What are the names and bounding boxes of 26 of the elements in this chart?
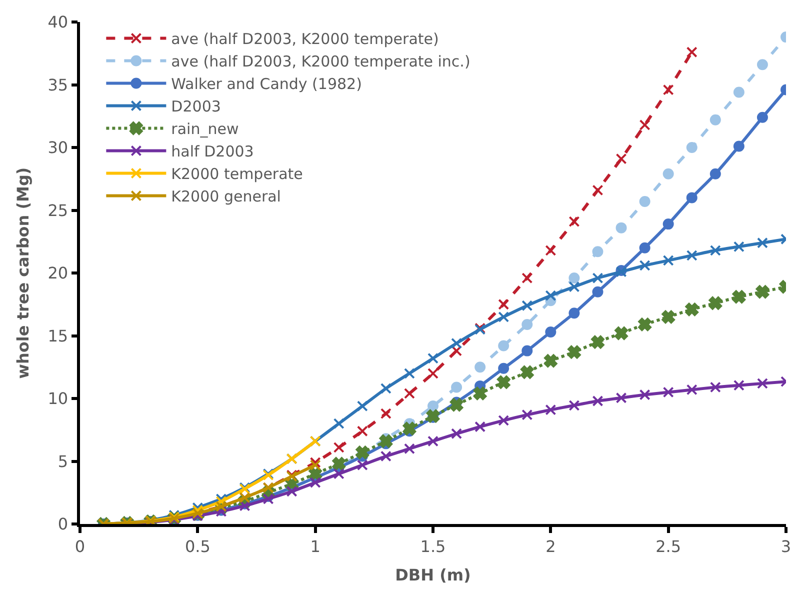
legend-label: D2003 — [171, 98, 221, 116]
x-tick-label: 3 — [780, 536, 792, 556]
legend-label: K2000 temperate — [171, 165, 303, 184]
x-tick-label: 2.5 — [656, 536, 682, 556]
legend-label: ave (half D2003, K2000 temperate) — [171, 30, 439, 48]
x-tick-label: 2 — [546, 536, 556, 556]
y-axis-title: whole tree carbon (Mg) — [14, 167, 33, 379]
y-tick-label: 0 — [58, 514, 68, 534]
y-tick-label: 40 — [48, 12, 68, 32]
y-tick-label: 5 — [58, 452, 68, 471]
y-tick-label: 15 — [48, 326, 68, 346]
x-tick-label: 0 — [74, 536, 86, 556]
x-tick-label: 1.5 — [420, 536, 446, 556]
x-tick-label: 1 — [310, 536, 320, 556]
y-tick-label: 20 — [48, 264, 68, 283]
y-tick-label: 25 — [48, 200, 68, 220]
legend-label: K2000 general — [171, 188, 281, 206]
legend-label: half D2003 — [171, 142, 254, 161]
y-tick-label: 10 — [48, 389, 68, 408]
x-tick-label: 0.5 — [184, 536, 210, 556]
legend-label: rain_new — [171, 120, 239, 138]
legend-label: ave (half D2003, K2000 temperate inc.) — [171, 52, 470, 71]
y-tick-label: 35 — [48, 75, 68, 94]
x-axis-title: DBH (m) — [395, 566, 471, 585]
legend-label: Walker and Candy (1982) — [171, 75, 362, 94]
y-tick-label: 30 — [48, 138, 68, 158]
